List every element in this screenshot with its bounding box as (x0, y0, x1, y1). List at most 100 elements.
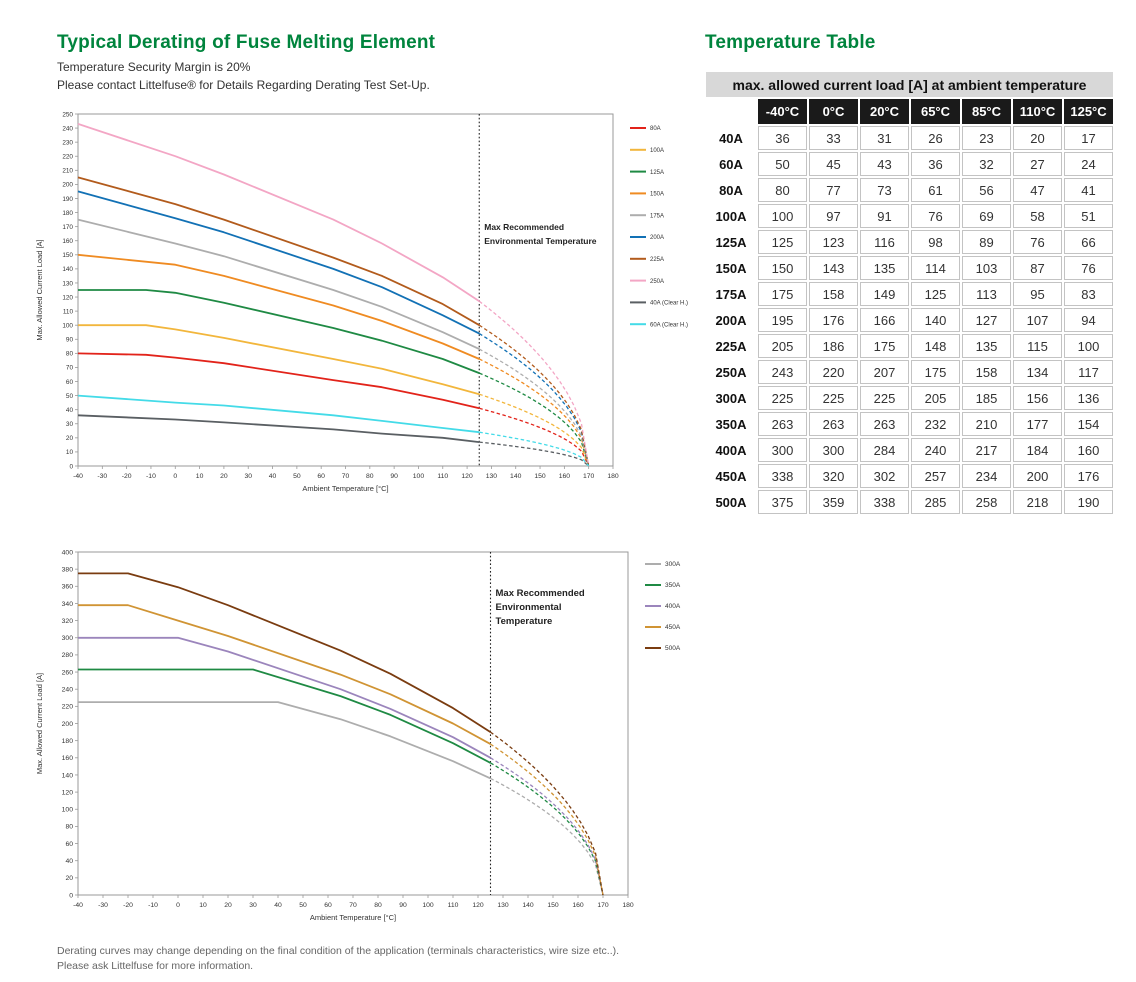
row-header: 200A (715, 312, 747, 328)
table-cell: 225 (758, 386, 807, 410)
legend-label-300A: 300A (665, 561, 681, 568)
y-tick-label: 100 (62, 807, 74, 814)
table-cell: 263 (860, 412, 909, 436)
series-175A-dashed (478, 348, 590, 467)
series-500A-dashed (490, 731, 604, 896)
x-tick-label: 180 (622, 902, 634, 909)
table-cell: 80 (758, 178, 807, 202)
table-cell: 207 (860, 360, 909, 384)
table-cell: 225 (809, 386, 858, 410)
y-tick-label: 140 (62, 772, 74, 779)
table-cell: 43 (860, 152, 909, 176)
table-cell: 26 (911, 126, 960, 150)
legend-label-250A: 250A (650, 279, 664, 285)
table-row-125A: 125A 125 123 116 98 89 76 66 (706, 230, 1113, 254)
table-cell: 32 (962, 152, 1011, 176)
table-cell: 89 (962, 230, 1011, 254)
x-tick-label: 120 (472, 902, 484, 909)
legend-label-40A (Clear H.): 40A (Clear H.) (650, 301, 688, 307)
row-header: 100A (715, 208, 747, 224)
table-row-300A: 300A 225 225 225 205 185 156 136 (706, 386, 1113, 410)
table-cell: 158 (809, 282, 858, 306)
y-tick-label: 220 (62, 154, 73, 161)
y-tick-label: 130 (62, 280, 73, 287)
table-cell: 91 (860, 204, 909, 228)
table-cell: 36 (911, 152, 960, 176)
x-tick-label: 50 (299, 902, 307, 909)
x-tick-label: 20 (220, 473, 228, 480)
table-cell: 100 (1064, 334, 1113, 358)
table-cell: 200 (1013, 464, 1062, 488)
legend-label-400A: 400A (665, 603, 681, 610)
y-tick-label: 40 (65, 858, 73, 865)
row-header: 80A (719, 182, 743, 198)
x-tick-label: -20 (123, 902, 133, 909)
table-row-175A: 175A 175 158 149 125 113 95 83 (706, 282, 1113, 306)
x-tick-label: 60 (324, 902, 332, 909)
x-tick-label: 160 (572, 902, 584, 909)
y-tick-label: 300 (62, 635, 74, 642)
table-cell: 150 (758, 256, 807, 280)
x-tick-label: 110 (448, 902, 459, 909)
table-row-200A: 200A 195 176 166 140 127 107 94 (706, 308, 1113, 332)
table-cell: 31 (860, 126, 909, 150)
x-tick-label: 60 (317, 473, 325, 480)
table-cell: 243 (758, 360, 807, 384)
table-cell: 69 (962, 204, 1011, 228)
table-cell: 338 (860, 490, 909, 514)
table-cell: 300 (809, 438, 858, 462)
x-tick-label: -30 (97, 473, 107, 480)
table-cell: 83 (1064, 282, 1113, 306)
y-tick-label: 320 (62, 618, 74, 625)
y-tick-label: 220 (62, 704, 74, 711)
table-cell: 154 (1064, 412, 1113, 436)
y-tick-label: 140 (62, 266, 73, 273)
table-cell: 76 (911, 204, 960, 228)
table-cell: 176 (1064, 464, 1113, 488)
table-row-500A: 500A 375 359 338 285 258 218 190 (706, 490, 1113, 514)
table-cell: 115 (1013, 334, 1062, 358)
y-tick-label: 80 (65, 824, 73, 831)
table-cell: 149 (860, 282, 909, 306)
y-tick-label: 210 (62, 168, 73, 175)
table-caption: max. allowed current load [A] at ambient… (706, 72, 1113, 97)
footer-line-1: Derating curves may change depending on … (57, 945, 620, 957)
legend-label-100A: 100A (650, 148, 664, 154)
derating-chart-large-fuses: 0204060801001201401601802002202402602803… (35, 549, 681, 922)
x-tick-label: 140 (522, 902, 534, 909)
table-cell: 20 (1013, 126, 1062, 150)
series-250A (77, 123, 480, 303)
y-tick-label: 160 (62, 755, 74, 762)
table-cell: 97 (809, 204, 858, 228)
table-cell: 117 (1064, 360, 1113, 384)
max-recommended-temp-label: Max Recommended (496, 588, 585, 599)
col-header-20C: 20°C (860, 99, 909, 124)
series-350A-dashed (490, 762, 604, 896)
table-cell: 263 (809, 412, 858, 436)
table-cell: 205 (911, 386, 960, 410)
table-cell: 50 (758, 152, 807, 176)
derating-chart-small-fuses: 0102030405060708090100110120130140150160… (35, 111, 688, 493)
table-cell: 23 (962, 126, 1011, 150)
series-125A-dashed (479, 372, 590, 467)
x-tick-label: 50 (293, 473, 301, 480)
y-tick-label: 30 (66, 421, 74, 428)
table-cell: 258 (962, 490, 1011, 514)
x-tick-label: 10 (199, 902, 207, 909)
table-cell: 36 (758, 126, 807, 150)
subtitle-contact: Please contact Littelfuse® for Details R… (57, 78, 430, 92)
series-100A-dashed (479, 393, 590, 467)
table-cell: 338 (758, 464, 807, 488)
x-axis-title: Ambient Temperature [°C] (310, 913, 396, 922)
x-tick-label: 160 (559, 473, 571, 480)
y-axis-title: Max. Allowed Current Load [A] (35, 239, 44, 340)
y-tick-label: 120 (62, 789, 74, 796)
y-tick-label: 240 (62, 687, 74, 694)
row-header: 225A (715, 338, 747, 354)
table-cell: 300 (758, 438, 807, 462)
table-cell: 148 (911, 334, 960, 358)
x-tick-label: 180 (607, 473, 619, 480)
legend-label-225A: 225A (650, 257, 664, 263)
x-tick-label: 20 (224, 902, 232, 909)
table-cell: 56 (962, 178, 1011, 202)
